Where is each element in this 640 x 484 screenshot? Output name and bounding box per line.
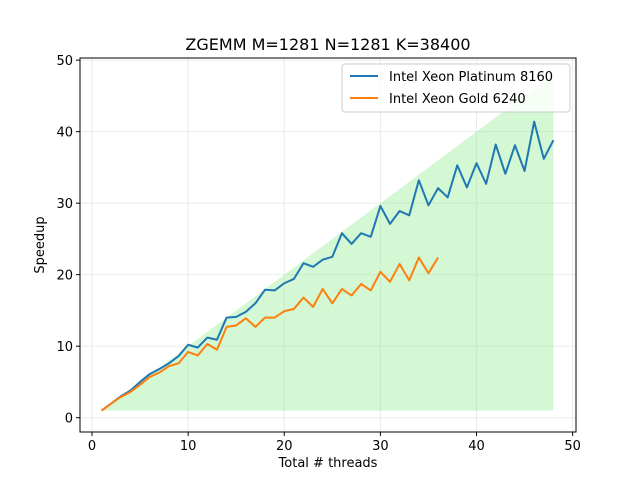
chart-title: ZGEMM M=1281 N=1281 K=38400	[185, 35, 470, 54]
y-tick-label: 20	[56, 269, 73, 284]
x-tick-label: 50	[564, 439, 581, 454]
ticks: 0 10 20 30 40 50 0 10 20 30 40 50	[56, 54, 580, 454]
plot-frame	[79, 57, 577, 433]
legend: Intel Xeon Platinum 8160 Intel Xeon Gold…	[341, 63, 571, 113]
y-tick-label: 10	[56, 340, 73, 355]
ideal-speedup-area	[101, 74, 554, 411]
y-tick-label: 50	[56, 54, 73, 69]
x-tick-label: 10	[180, 439, 197, 454]
y-tick-label: 40	[56, 126, 73, 141]
y-tick-label: 30	[56, 197, 73, 212]
series-line-0	[101, 120, 555, 412]
x-tick-label: 20	[276, 439, 293, 454]
legend-box	[341, 63, 571, 113]
legend-label-6240: Intel Xeon Gold 6240	[389, 92, 526, 107]
series-line-1	[101, 256, 439, 412]
x-tick-label: 30	[372, 439, 389, 454]
ideal-region	[101, 74, 554, 411]
x-tick-label: 40	[468, 439, 485, 454]
x-tick-label: 0	[88, 439, 96, 454]
legend-label-8160: Intel Xeon Platinum 8160	[389, 70, 553, 85]
x-axis-label: Total # threads	[278, 456, 378, 471]
y-tick-label: 0	[65, 412, 73, 427]
series-lines	[101, 120, 555, 412]
y-axis-label: Speedup	[33, 216, 48, 273]
grid	[80, 58, 576, 432]
